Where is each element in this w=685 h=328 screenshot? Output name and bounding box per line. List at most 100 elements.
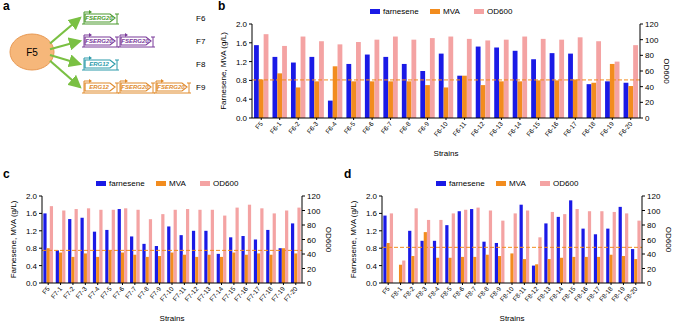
y2-axis-title: OD600 [664,227,673,253]
y2-tick-label: 40 [307,250,316,259]
arrow [50,55,80,64]
x-tick [611,283,612,285]
bar [393,37,398,118]
bar [486,255,489,283]
terminator [115,60,119,70]
y-tick-label: 1.6 [26,209,38,218]
arrow [50,61,80,87]
bar [609,255,612,283]
bar [425,85,430,118]
x-tick [623,283,624,285]
x-tick [233,283,234,285]
bar [388,81,393,118]
x-tick-label: F8-8 [476,285,490,300]
x-tick [446,118,447,120]
y-tick-label: 0.0 [26,279,38,288]
bar [550,53,555,118]
y2-tick [642,268,645,269]
legend-label: MVA [509,179,526,188]
bar [576,209,579,283]
x-tick [519,118,520,120]
x-tick-label: F6-1 [269,120,283,135]
bar [47,248,50,283]
x-tick [316,118,317,120]
x-tick-label: F7-20 [282,285,299,303]
bar [75,209,78,283]
x-tick [425,283,426,285]
y-tick [379,283,382,284]
bar [387,243,390,283]
bar [149,219,152,283]
x-tick [388,283,389,285]
bar [568,54,573,118]
y-tick [249,24,252,25]
bar [198,210,201,283]
y-tick-label: 0.4 [366,262,378,271]
bar [448,37,453,118]
y-tick [379,230,382,231]
y2-tick-label: 20 [645,98,654,107]
x-tick [499,283,500,285]
legend-label: MVA [169,179,186,188]
y-tick-label: 1.2 [26,227,38,236]
y2-tick [642,239,645,240]
bar [563,214,566,283]
bar [513,51,518,118]
y2-tick [302,196,305,197]
x-tick [147,283,148,285]
bar [531,59,536,118]
bar [121,253,124,283]
y2-tick [302,210,305,211]
bar [294,253,297,283]
gene-label: ERG12 [89,84,109,90]
legend: farneseneMVAOD600 [436,179,579,188]
bar [557,217,560,283]
bar [452,213,455,283]
bar [108,250,111,283]
bar [236,208,239,283]
x-tick [635,283,636,285]
y-tick [39,196,42,197]
y2-tick-label: 80 [307,221,316,230]
bar [560,258,563,283]
gene [157,83,187,91]
x-tick [549,283,550,285]
bar [461,257,464,283]
terminator [115,83,119,93]
y2-tick [640,102,643,103]
x-tick-label: F6-10 [432,120,449,138]
bar [155,246,158,283]
x-tick [400,283,401,285]
y-tick-label: 0.8 [236,76,248,85]
y-tick [249,61,252,62]
x-tick-label: F7-6 [111,285,125,300]
bar [390,213,393,283]
x-tick-label: F6-20 [617,120,634,138]
bar [548,259,551,283]
x-tick [353,118,354,120]
bar [498,256,501,283]
y-tick-label: 1.2 [236,58,248,67]
x-tick-label: F6-14 [506,120,523,138]
legend-label: farnesene [449,179,485,188]
legend-swatch [496,181,506,186]
x-tick [474,283,475,285]
bar [538,237,541,283]
bar [254,45,259,118]
legend-swatch [474,9,484,14]
y2-tick-label: 100 [307,207,321,216]
backbone [82,70,119,71]
bar [526,211,529,284]
x-tick-label: F6-8 [398,120,412,135]
y2-tick-label: 120 [647,192,661,201]
bar [622,256,625,283]
x-tick-label: F6-7 [379,120,393,135]
legend-swatch [436,181,446,186]
bar [634,259,637,283]
bar [204,231,207,283]
x-tick-label: F6-9 [416,120,430,135]
legend-swatch [430,9,440,14]
y2-tick-label: 40 [647,250,656,259]
legend-label: OD600 [213,179,239,188]
bar [133,255,136,283]
